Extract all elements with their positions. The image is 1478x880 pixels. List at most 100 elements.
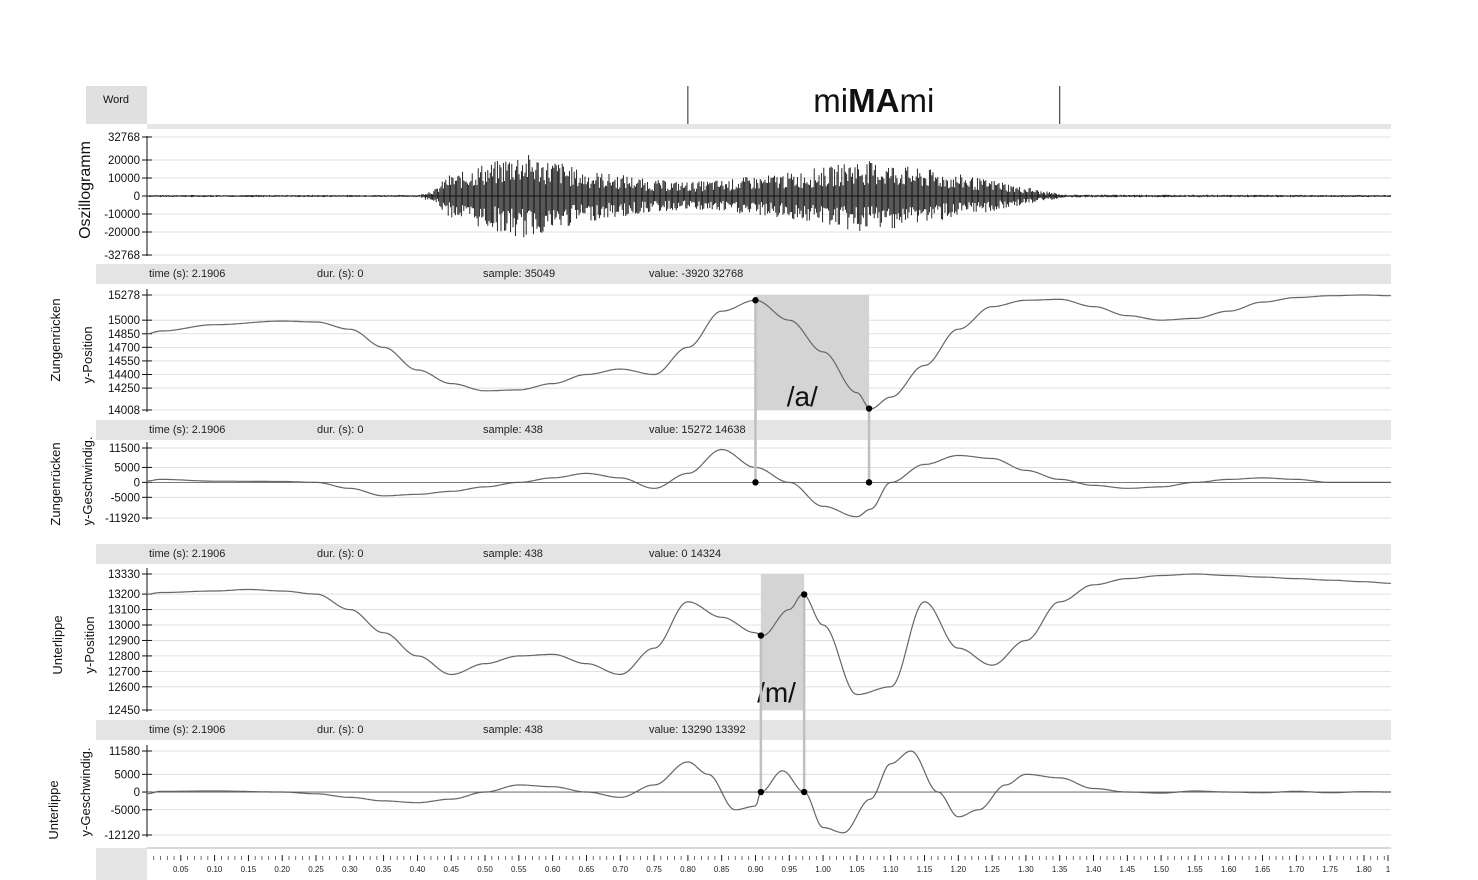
panel-tongue-position: 1527815000148501470014550144001425014008… (108, 289, 1391, 417)
time-tick-label: 1.05 (849, 865, 865, 874)
info-duration: dur. (s): 0 (317, 268, 363, 280)
time-tick-label: 0.95 (781, 865, 797, 874)
tongue-position-ylabel-2: y-Position (80, 326, 95, 383)
y-tick-label: -12120 (104, 830, 140, 842)
velocity-marker (866, 479, 872, 485)
time-tick-label: 0.25 (308, 865, 324, 874)
lip-position-ylabel-1: Unterlippe (50, 615, 65, 674)
time-tick-label: 1.45 (1120, 865, 1136, 874)
y-tick-label: 14850 (108, 329, 140, 341)
word-tier-label: Word (103, 94, 129, 106)
info-time: time (s): 2.1906 (149, 724, 225, 736)
word-suffix: mi (899, 82, 934, 119)
y-tick-label: -20000 (104, 227, 140, 239)
y-tick-label: 13330 (108, 569, 140, 581)
position-marker (866, 405, 872, 411)
y-tick-label: 12800 (108, 651, 140, 663)
word-stress: MA (848, 82, 899, 119)
panel-tongue-velocity: 11500 5000 0 -5000 -11920 (105, 442, 1391, 525)
y-tick-label: 15278 (108, 290, 140, 302)
time-tick-label: 1.50 (1153, 865, 1169, 874)
y-tick-label: 14400 (108, 370, 140, 382)
position-marker (801, 591, 807, 597)
y-tick-label: 15000 (108, 315, 140, 327)
time-tick-label: 0.80 (680, 865, 696, 874)
time-tick-label: 1.10 (883, 865, 899, 874)
panel-oscillogram: 32768 20000 10000 0 -10000 -20000 -32768 (104, 132, 1391, 262)
y-tick-label: 13000 (108, 620, 140, 632)
time-tick-label: 1.60 (1221, 865, 1237, 874)
time-tick-label: 0.20 (274, 865, 290, 874)
tongue-position-ylabel-1: Zungenrücken (48, 298, 63, 381)
segment-annotation: /a/ (787, 381, 818, 412)
y-tick-label: 13200 (108, 589, 140, 601)
time-tick-label: 0.65 (579, 865, 595, 874)
panel-lip-velocity: 11580 5000 0 -5000 -12120 (104, 745, 1391, 842)
y-tick-label: 13100 (108, 605, 140, 617)
time-tick-label: 0.90 (748, 865, 764, 874)
word-label: miMAmi (813, 82, 934, 119)
word-prefix: mi (813, 82, 848, 119)
word-tier-bottom-bar (147, 124, 1391, 129)
y-tick-label: 0 (134, 191, 140, 203)
tongue-velocity-ylabel-2: y-Geschwindig. (80, 437, 95, 526)
info-duration: dur. (s): 0 (317, 548, 363, 560)
time-tick-label: 0.70 (612, 865, 628, 874)
time-tick-label: 1.40 (1086, 865, 1102, 874)
info-bar: time (s): 2.1906 dur. (s): 0 sample: 35049… (96, 264, 1391, 284)
time-tick-label: 1.30 (1018, 865, 1034, 874)
time-tick-label: 0.60 (545, 865, 561, 874)
oscillogram-ylabel: Oszillogramm (77, 141, 94, 239)
time-tick-label: 0.50 (477, 865, 493, 874)
y-tick-label: 14250 (108, 383, 140, 395)
y-tick-label: -5000 (111, 805, 140, 817)
time-tick-label: 0.75 (646, 865, 662, 874)
y-axis-labels: Oszillogramm Zungenrücken y-Position Zun… (46, 141, 97, 840)
velocity-marker (801, 789, 807, 795)
info-sample: sample: 35049 (483, 268, 555, 280)
time-tick-label: 1.00 (815, 865, 831, 874)
cursor-info-bars: time (s): 2.1906 dur. (s): 0 sample: 35049… (96, 264, 1391, 740)
segment-annotation: /m/ (757, 677, 796, 708)
time-tick-label: 1.35 (1052, 865, 1068, 874)
y-tick-label: 12900 (108, 635, 140, 647)
time-axis-corner-box (96, 848, 147, 880)
lip-position-ylabel-2: y-Position (82, 616, 97, 673)
y-tick-label: -32768 (104, 250, 140, 262)
time-axis: 0.05 0.10 0.15 0.20 0.25 0.30 0.35 0.40 0.45 0.50… (96, 848, 1391, 880)
tongue-velocity-ylabel-1: Zungenrücken (48, 442, 63, 525)
y-tick-label: 20000 (108, 155, 140, 167)
lip-velocity-ylabel-2: y-Geschwindig. (78, 748, 93, 837)
time-tick-label: 1.65 (1255, 865, 1271, 874)
time-tick-label: 1.25 (984, 865, 1000, 874)
y-tick-label: 12450 (108, 705, 140, 717)
info-bar: time (s): 2.1906 dur. (s): 0 sample: 438 va… (96, 544, 1391, 564)
time-tick-label: 0.55 (511, 865, 527, 874)
info-bar: time (s): 2.1906 dur. (s): 0 sample: 438 va… (96, 420, 1391, 440)
info-value: value: -3920 32768 (649, 268, 743, 280)
panel-lip-position: 13330 13200 13100 13000 12900 12800 12700 12600… (108, 568, 1391, 717)
info-time: time (s): 2.1906 (149, 268, 225, 280)
lip-velocity-ylabel-1: Unterlippe (46, 780, 61, 839)
tongue-velocity-curve (147, 450, 1391, 517)
time-tick-label: 1 (1386, 865, 1391, 874)
velocity-marker (752, 479, 758, 485)
y-tick-label: 14700 (108, 342, 140, 354)
time-tick-label: 0.40 (410, 865, 426, 874)
y-tick-label: 12600 (108, 682, 140, 694)
y-tick-label: 12700 (108, 666, 140, 678)
time-tick-label: 0.05 (173, 865, 189, 874)
info-sample: sample: 438 (483, 548, 543, 560)
info-time: time (s): 2.1906 (149, 548, 225, 560)
y-tick-label: 11500 (109, 443, 140, 455)
time-tick-label: 1.55 (1187, 865, 1203, 874)
position-marker (752, 297, 758, 303)
info-value: value: 0 14324 (649, 548, 721, 560)
y-tick-label: 5000 (114, 769, 140, 781)
time-tick-label: 0.15 (241, 865, 257, 874)
info-bar: time (s): 2.1906 dur. (s): 0 sample: 438 va… (96, 720, 1391, 740)
y-tick-label: 10000 (108, 173, 140, 185)
time-tick-label: 0.45 (443, 865, 459, 874)
word-tier: Word miMAmi (86, 82, 1391, 129)
